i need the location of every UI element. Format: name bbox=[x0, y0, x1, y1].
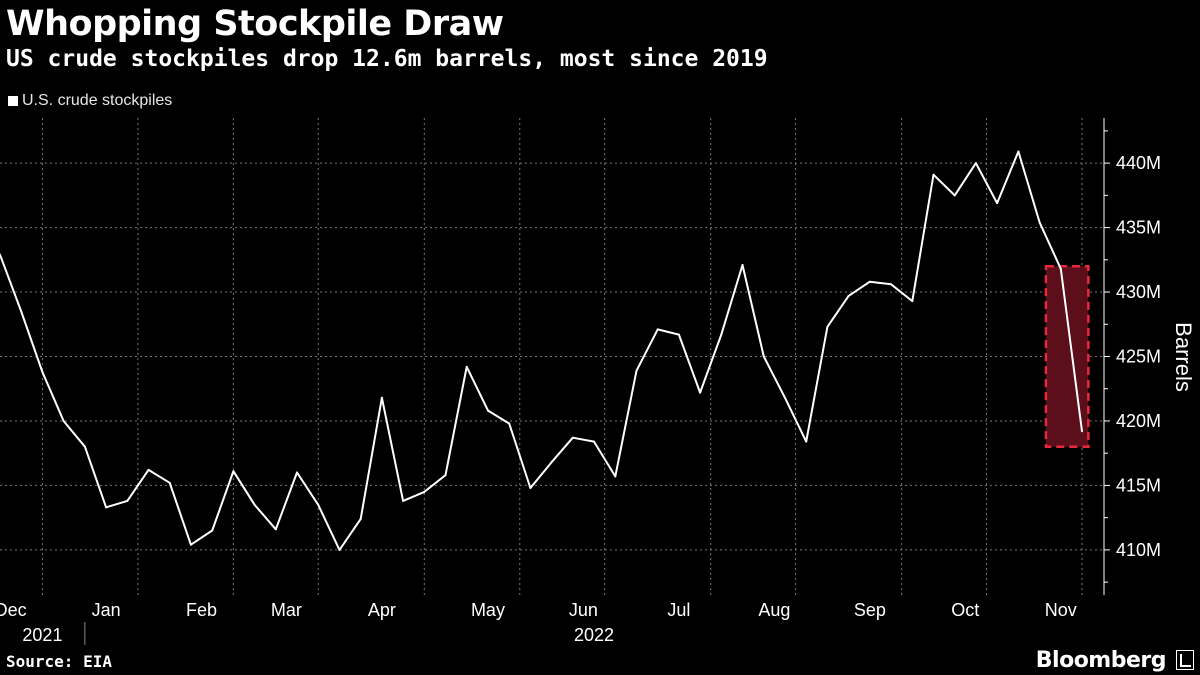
x-tick-label: Aug bbox=[758, 600, 790, 620]
data-point bbox=[805, 440, 808, 443]
x-tick-label: Oct bbox=[951, 600, 979, 620]
data-point bbox=[953, 194, 956, 197]
chart-subtitle: US crude stockpiles drop 12.6m barrels, … bbox=[6, 46, 768, 72]
x-tick-label: Sep bbox=[854, 600, 886, 620]
data-point bbox=[1081, 430, 1083, 433]
data-point bbox=[890, 283, 893, 286]
y-tick-label: 410M bbox=[1116, 540, 1161, 560]
data-point bbox=[529, 486, 532, 489]
data-point bbox=[1059, 267, 1062, 270]
data-point bbox=[932, 173, 935, 176]
y-tick-label: 430M bbox=[1116, 282, 1161, 302]
data-point bbox=[380, 396, 383, 399]
legend-label: U.S. crude stockpiles bbox=[22, 92, 173, 109]
x-tick-label: May bbox=[471, 600, 505, 620]
data-point bbox=[211, 529, 214, 532]
data-point bbox=[677, 333, 680, 336]
series-layer bbox=[0, 150, 1083, 551]
data-point bbox=[232, 470, 235, 473]
y-tick-label: 415M bbox=[1116, 475, 1161, 495]
brand-logo: Bloomberg bbox=[1035, 648, 1167, 673]
grid bbox=[0, 118, 1104, 595]
y-tick-label: 440M bbox=[1116, 153, 1161, 173]
data-point bbox=[614, 475, 617, 478]
data-point bbox=[296, 471, 299, 474]
x-tick-label: Jul bbox=[667, 600, 690, 620]
data-point bbox=[317, 503, 320, 506]
data-point bbox=[83, 445, 86, 448]
data-point bbox=[1017, 150, 1020, 153]
data-point bbox=[338, 548, 341, 551]
data-point bbox=[253, 503, 256, 506]
x-tick-label: Apr bbox=[368, 600, 396, 620]
highlight-layer bbox=[1044, 265, 1090, 448]
data-point bbox=[41, 370, 44, 373]
data-point bbox=[847, 294, 850, 297]
y-tick-label: 420M bbox=[1116, 411, 1161, 431]
data-point bbox=[996, 202, 999, 205]
data-point bbox=[465, 365, 468, 368]
data-point bbox=[168, 481, 171, 484]
data-point bbox=[720, 333, 723, 336]
x-axis: Dec Jan Feb Mar Apr May Jun Jul Aug Sep Oct Nov 2021… bbox=[0, 600, 1077, 645]
data-point bbox=[126, 499, 129, 502]
y-tick-label: 435M bbox=[1116, 218, 1161, 238]
data-point bbox=[656, 328, 659, 331]
data-point bbox=[20, 310, 23, 313]
x-tick-label: Feb bbox=[186, 600, 217, 620]
data-point bbox=[147, 468, 150, 471]
y-axis-label: Barrels bbox=[1171, 322, 1196, 392]
data-point bbox=[635, 369, 638, 372]
data-point bbox=[911, 300, 914, 303]
data-point bbox=[593, 440, 596, 443]
bloomberg-terminal-icon bbox=[1176, 650, 1194, 670]
data-point bbox=[486, 409, 489, 412]
legend: U.S. crude stockpiles bbox=[8, 92, 172, 110]
data-point bbox=[1038, 221, 1041, 224]
x-tick-label: Jun bbox=[569, 600, 598, 620]
source-note: Source: EIA bbox=[6, 652, 112, 671]
data-point bbox=[974, 162, 977, 165]
data-point bbox=[868, 280, 871, 283]
data-point bbox=[762, 355, 765, 358]
x-tick-label: Jan bbox=[92, 600, 121, 620]
data-point bbox=[508, 422, 511, 425]
data-point bbox=[783, 396, 786, 399]
chart-title: Whopping Stockpile Draw bbox=[6, 4, 504, 44]
data-point bbox=[105, 506, 108, 509]
data-point bbox=[402, 499, 405, 502]
x-year-label: 2022 bbox=[574, 625, 614, 645]
highlight-box bbox=[1044, 265, 1090, 448]
data-point bbox=[571, 436, 574, 439]
x-tick-label: Mar bbox=[271, 600, 302, 620]
x-tick-label: Nov bbox=[1045, 600, 1077, 620]
data-point bbox=[741, 263, 744, 266]
data-point bbox=[62, 419, 65, 422]
data-point bbox=[189, 543, 192, 546]
data-point bbox=[0, 253, 1, 256]
x-tick-label: Dec bbox=[0, 600, 27, 620]
legend-swatch bbox=[8, 96, 18, 106]
data-point bbox=[359, 517, 362, 520]
data-point bbox=[699, 391, 702, 394]
data-point bbox=[444, 474, 447, 477]
data-point bbox=[550, 461, 553, 464]
x-year-label: 2021 bbox=[22, 625, 62, 645]
series-line-us-crude-stockpiles bbox=[0, 150, 1083, 551]
y-tick-label: 425M bbox=[1116, 347, 1161, 367]
data-point bbox=[274, 528, 277, 531]
data-point bbox=[826, 325, 829, 328]
y-axis: 410M 415M 420M 425M 430M 435M 440M Barrels bbox=[1103, 118, 1196, 595]
data-point bbox=[423, 490, 426, 493]
